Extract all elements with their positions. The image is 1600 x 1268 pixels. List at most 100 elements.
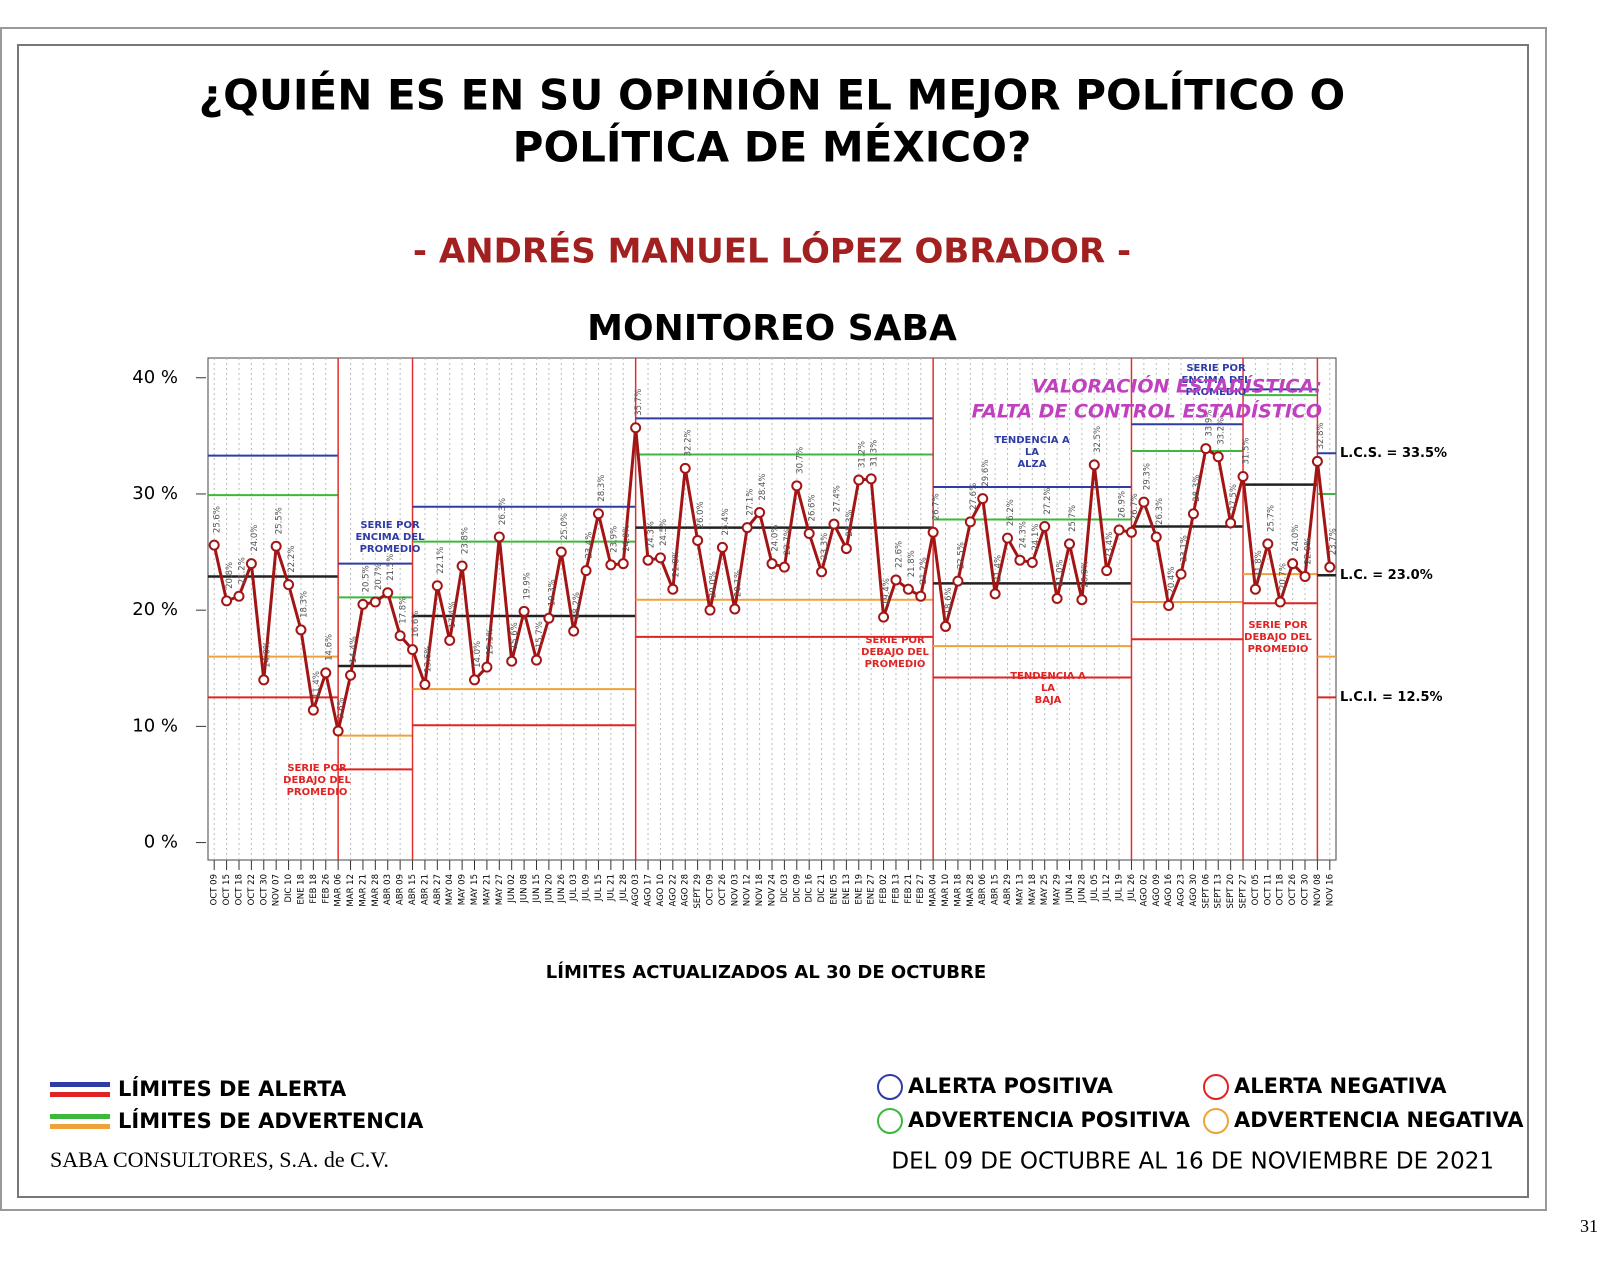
subtitle: - ANDRÉS MANUEL LÓPEZ OBRADOR - xyxy=(413,231,1131,272)
point xyxy=(1299,570,1311,582)
page-number: 31 xyxy=(1580,1216,1598,1236)
x-tick-label: JUL 05 xyxy=(1090,874,1100,902)
point xyxy=(543,612,555,624)
value-label: 24.3% xyxy=(1018,521,1028,548)
x-tick-label: SEPT 29 xyxy=(693,874,703,909)
annotation: TENDENCIA A LA BAJA xyxy=(1010,671,1086,706)
value-label: 15.7% xyxy=(535,621,545,648)
x-tick-label: MAR 18 xyxy=(953,874,963,907)
x-tick-label: NOV 16 xyxy=(1325,874,1335,906)
point xyxy=(1287,558,1299,570)
x-tick-label: SEPT 27 xyxy=(1239,874,1249,909)
y-tick-label: 40 % xyxy=(132,367,178,388)
value-label: 9.6% xyxy=(337,697,347,719)
x-tick-label: DIC 21 xyxy=(817,874,827,903)
legend-label: ALERTA POSITIVA xyxy=(908,1074,1114,1098)
point xyxy=(927,526,939,538)
chart-title: MONITOREO SABA xyxy=(587,308,957,349)
assessment: FALTA DE CONTROL ESTADÍSTICO xyxy=(972,400,1322,423)
value-label: 24.0% xyxy=(771,525,781,552)
point xyxy=(1138,496,1150,508)
x-tick-label: MAY 15 xyxy=(470,874,480,905)
point xyxy=(283,579,295,591)
x-tick-label: MAY 27 xyxy=(495,874,505,905)
point xyxy=(952,575,964,587)
point xyxy=(1324,561,1336,573)
x-tick-label: JUN 15 xyxy=(532,874,542,904)
x-tick-label: MAR 06 xyxy=(334,874,344,907)
value-label: 25.0% xyxy=(560,513,570,540)
value-label: 24.1% xyxy=(1031,524,1041,551)
y-tick-label: 10 % xyxy=(132,715,178,736)
point xyxy=(1039,520,1051,532)
point xyxy=(270,540,282,552)
x-tick-label: NOV 03 xyxy=(730,874,740,906)
point xyxy=(654,552,666,564)
point xyxy=(469,674,481,686)
x-tick-label: ENE 27 xyxy=(867,874,877,905)
title-line: POLÍTICA DE MÉXICO? xyxy=(513,122,1032,172)
annotation: SERIE POR DEBAJO DEL PROMEDIO xyxy=(861,635,929,670)
point xyxy=(940,620,952,632)
value-label: 26.7% xyxy=(1130,493,1140,520)
x-tick-label: AGO 16 xyxy=(1164,874,1174,906)
point xyxy=(1150,531,1162,543)
limit-label: L.C.S. = 33.5% xyxy=(1340,446,1447,461)
legend-label: ADVERTENCIA NEGATIVA xyxy=(1234,1108,1524,1132)
legend-swatch xyxy=(50,1124,110,1129)
point xyxy=(878,611,890,623)
value-label: 30.7% xyxy=(795,447,805,474)
point xyxy=(493,531,505,543)
x-tick-label: ENE 18 xyxy=(296,874,306,905)
point xyxy=(1014,554,1026,566)
value-label: 21.0% xyxy=(1056,560,1066,587)
point xyxy=(766,558,778,570)
value-label: 26.7% xyxy=(932,493,942,520)
value-label: 31.3% xyxy=(870,440,880,467)
value-label: 29.3% xyxy=(1142,463,1152,490)
x-tick-label: OCT 30 xyxy=(259,874,269,905)
x-tick-label: JUN 26 xyxy=(557,874,567,904)
x-tick-label: MAR 28 xyxy=(966,874,976,907)
point xyxy=(902,583,914,595)
legend-label: ALERTA NEGATIVA xyxy=(1234,1074,1447,1098)
x-tick-label: MAY 29 xyxy=(1053,874,1063,905)
point xyxy=(394,630,406,642)
x-tick-label: AGO 09 xyxy=(1152,874,1162,906)
value-label: 26.6% xyxy=(808,494,818,521)
value-label: 23.1% xyxy=(1180,535,1190,562)
point xyxy=(803,527,815,539)
point xyxy=(407,644,419,656)
value-label: 13.6% xyxy=(423,646,433,673)
limit-label: L.C. = 23.0% xyxy=(1340,568,1433,583)
value-label: 14.0% xyxy=(473,641,483,668)
value-label: 14.0% xyxy=(262,641,272,668)
x-tick-label: JUN 20 xyxy=(544,874,554,904)
point xyxy=(630,422,642,434)
x-tick-label: JUL 21 xyxy=(606,874,616,902)
point xyxy=(382,587,394,599)
legend-label: LÍMITES DE ALERTA xyxy=(118,1076,347,1101)
x-tick-label: MAR 10 xyxy=(941,874,951,907)
value-label: 20.7% xyxy=(374,563,384,590)
value-label: 21.2% xyxy=(919,557,929,584)
value-label: 23.8% xyxy=(461,527,471,554)
value-label: 32.2% xyxy=(684,429,694,456)
note: LÍMITES ACTUALIZADOS AL 30 DE OCTUBRE xyxy=(546,961,986,983)
x-tick-label: AGO 02 xyxy=(1139,874,1149,906)
frame xyxy=(17,44,1529,1198)
value-label: 21.4% xyxy=(994,555,1004,582)
x-tick-label: NOV 08 xyxy=(1313,874,1323,906)
point xyxy=(692,534,704,546)
point xyxy=(791,480,803,492)
value-label: 23.3% xyxy=(820,533,830,560)
point xyxy=(481,661,493,673)
x-tick-label: OCT 05 xyxy=(1251,874,1261,905)
limit-label: L.C.I. = 12.5% xyxy=(1340,690,1443,705)
x-tick-label: JUN 14 xyxy=(1065,874,1075,904)
point xyxy=(1200,443,1212,455)
point xyxy=(345,669,357,681)
point xyxy=(1187,508,1199,520)
value-label: 22.1% xyxy=(436,547,446,574)
